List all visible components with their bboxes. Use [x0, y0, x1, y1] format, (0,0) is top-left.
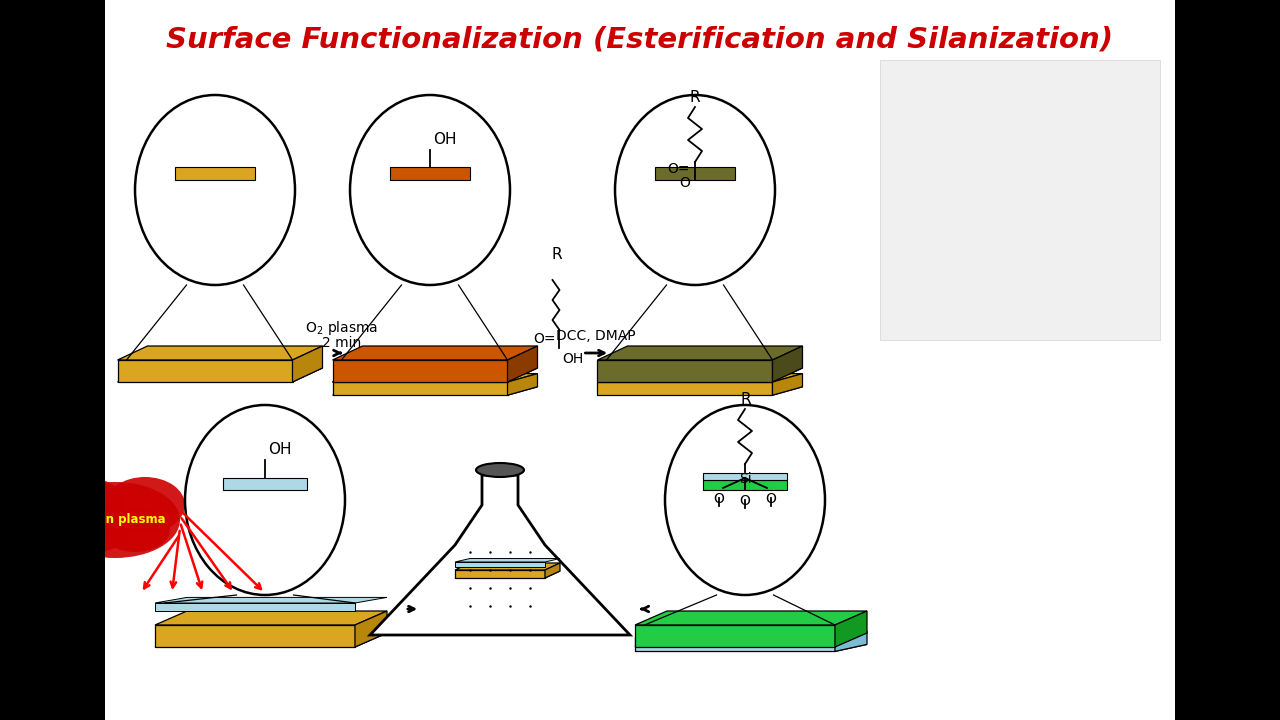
Polygon shape — [333, 360, 507, 382]
Polygon shape — [333, 368, 538, 382]
Polygon shape — [773, 374, 803, 395]
Polygon shape — [118, 346, 323, 360]
Ellipse shape — [476, 463, 524, 477]
Text: Surface Functionalization (Esterification and Silanization): Surface Functionalization (Esterificatio… — [166, 25, 1114, 53]
Polygon shape — [118, 360, 293, 382]
Polygon shape — [454, 562, 545, 567]
Polygon shape — [454, 571, 559, 578]
Text: O$_2$ plasma: O$_2$ plasma — [305, 319, 378, 337]
Polygon shape — [333, 374, 538, 382]
Polygon shape — [635, 638, 835, 652]
Polygon shape — [0, 0, 105, 720]
Polygon shape — [598, 374, 803, 382]
Polygon shape — [370, 475, 630, 635]
Polygon shape — [454, 563, 559, 570]
Polygon shape — [1175, 0, 1280, 720]
Polygon shape — [835, 611, 867, 647]
Text: R: R — [690, 90, 700, 105]
Ellipse shape — [45, 477, 125, 533]
Ellipse shape — [134, 95, 294, 285]
Polygon shape — [773, 346, 803, 382]
Ellipse shape — [50, 482, 180, 558]
Polygon shape — [655, 167, 735, 180]
Text: OH: OH — [562, 352, 584, 366]
Polygon shape — [155, 633, 387, 647]
Polygon shape — [155, 625, 355, 647]
Text: O: O — [680, 176, 690, 190]
Text: OH: OH — [268, 442, 292, 457]
Polygon shape — [703, 480, 787, 490]
Polygon shape — [355, 611, 387, 647]
Polygon shape — [598, 382, 773, 395]
Text: O: O — [713, 492, 724, 506]
Polygon shape — [223, 478, 307, 490]
Polygon shape — [155, 611, 387, 625]
Polygon shape — [703, 473, 787, 480]
Text: R: R — [741, 392, 751, 407]
Polygon shape — [635, 633, 867, 647]
Text: O: O — [765, 492, 777, 506]
Polygon shape — [390, 167, 470, 180]
Polygon shape — [835, 631, 867, 652]
Polygon shape — [333, 387, 538, 395]
Polygon shape — [507, 346, 538, 382]
Polygon shape — [333, 346, 538, 360]
Polygon shape — [879, 60, 1160, 340]
Text: Oxygen plasma: Oxygen plasma — [64, 513, 166, 526]
Polygon shape — [635, 625, 835, 647]
Polygon shape — [454, 570, 545, 578]
Text: Si: Si — [739, 472, 751, 486]
Ellipse shape — [100, 508, 170, 552]
Text: O: O — [740, 494, 750, 508]
Text: 2 min: 2 min — [321, 336, 361, 350]
Polygon shape — [175, 167, 255, 180]
Text: OH: OH — [433, 132, 457, 147]
Polygon shape — [293, 346, 323, 382]
Polygon shape — [598, 346, 803, 360]
Polygon shape — [507, 374, 538, 395]
Polygon shape — [333, 382, 507, 395]
Text: R: R — [552, 247, 562, 262]
Polygon shape — [635, 611, 867, 625]
Text: DCC, DMAP: DCC, DMAP — [557, 329, 636, 343]
Text: O=: O= — [532, 332, 556, 346]
Ellipse shape — [186, 405, 346, 595]
Polygon shape — [155, 603, 355, 611]
Polygon shape — [598, 387, 803, 395]
Polygon shape — [545, 563, 559, 578]
Polygon shape — [118, 368, 323, 382]
Ellipse shape — [349, 95, 509, 285]
Polygon shape — [155, 598, 387, 603]
Ellipse shape — [105, 477, 186, 533]
Polygon shape — [598, 368, 803, 382]
Polygon shape — [454, 559, 559, 562]
Polygon shape — [598, 360, 773, 382]
Ellipse shape — [666, 405, 826, 595]
Ellipse shape — [60, 508, 131, 552]
Polygon shape — [375, 509, 625, 630]
Polygon shape — [635, 644, 867, 652]
Text: O=: O= — [667, 162, 690, 176]
Polygon shape — [635, 631, 867, 638]
Ellipse shape — [614, 95, 774, 285]
